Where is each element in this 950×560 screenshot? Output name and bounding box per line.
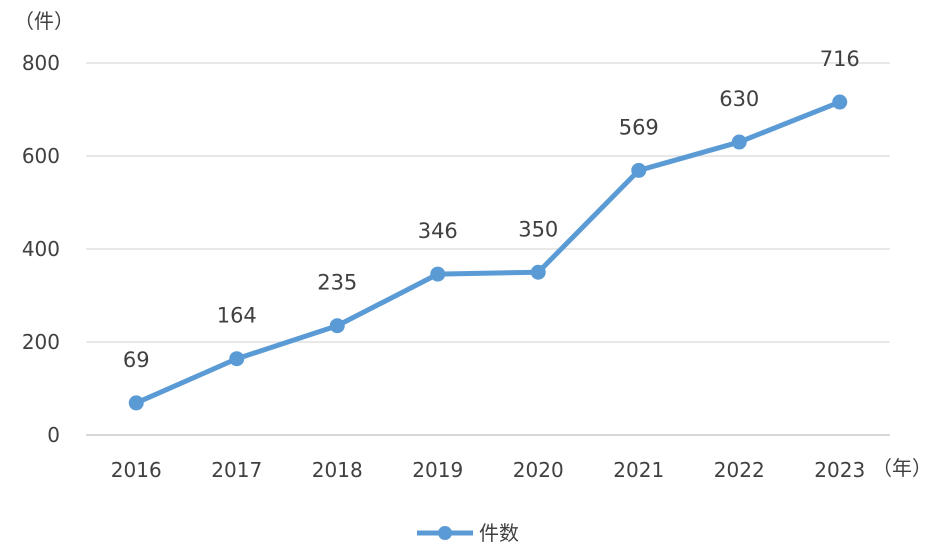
x-tick-label: 2022 [714, 458, 765, 482]
data-label: 235 [317, 271, 357, 295]
y-tick-label: 600 [22, 144, 60, 168]
gridlines [86, 62, 890, 436]
x-tick-label: 2020 [513, 458, 564, 482]
x-tick-label: 2019 [412, 458, 463, 482]
y-unit-label: （件） [14, 9, 74, 33]
x-tick-label: 2016 [111, 458, 162, 482]
data-label: 164 [217, 304, 257, 328]
data-point [832, 94, 848, 110]
y-tick-label: 200 [22, 330, 60, 354]
x-tick-label: 2017 [211, 458, 262, 482]
data-point [731, 134, 747, 150]
data-label: 630 [719, 87, 759, 111]
series-line-group [128, 94, 848, 411]
y-tick-label: 400 [22, 237, 60, 261]
legend-marker-swatch [438, 526, 452, 540]
legend-label: 件数 [479, 521, 519, 545]
data-label: 350 [518, 217, 558, 241]
x-tick-label: 2018 [312, 458, 363, 482]
data-label: 716 [820, 47, 860, 71]
data-point [530, 264, 546, 280]
x-tick-label: 2021 [613, 458, 664, 482]
data-point [329, 318, 345, 334]
x-unit-label: （年） [872, 456, 932, 480]
data-label: 346 [418, 219, 458, 243]
data-labels: 69 164 235 346 350 569 630 716 [123, 47, 860, 372]
data-point [229, 351, 245, 367]
x-tick-label: 2023 [814, 458, 865, 482]
legend: 件数 [417, 521, 519, 545]
y-tick-label: 0 [47, 423, 60, 447]
data-label: 69 [123, 348, 150, 372]
data-point [430, 266, 446, 282]
data-point [631, 162, 647, 178]
data-label: 569 [619, 115, 659, 139]
x-axis-ticks: 2016 2017 2018 2019 2020 2021 2022 2023 [111, 458, 865, 482]
series-line [133, 99, 843, 406]
data-point [128, 395, 144, 411]
y-axis-ticks: 0 200 400 600 800 [22, 51, 60, 447]
y-tick-label: 800 [22, 51, 60, 75]
